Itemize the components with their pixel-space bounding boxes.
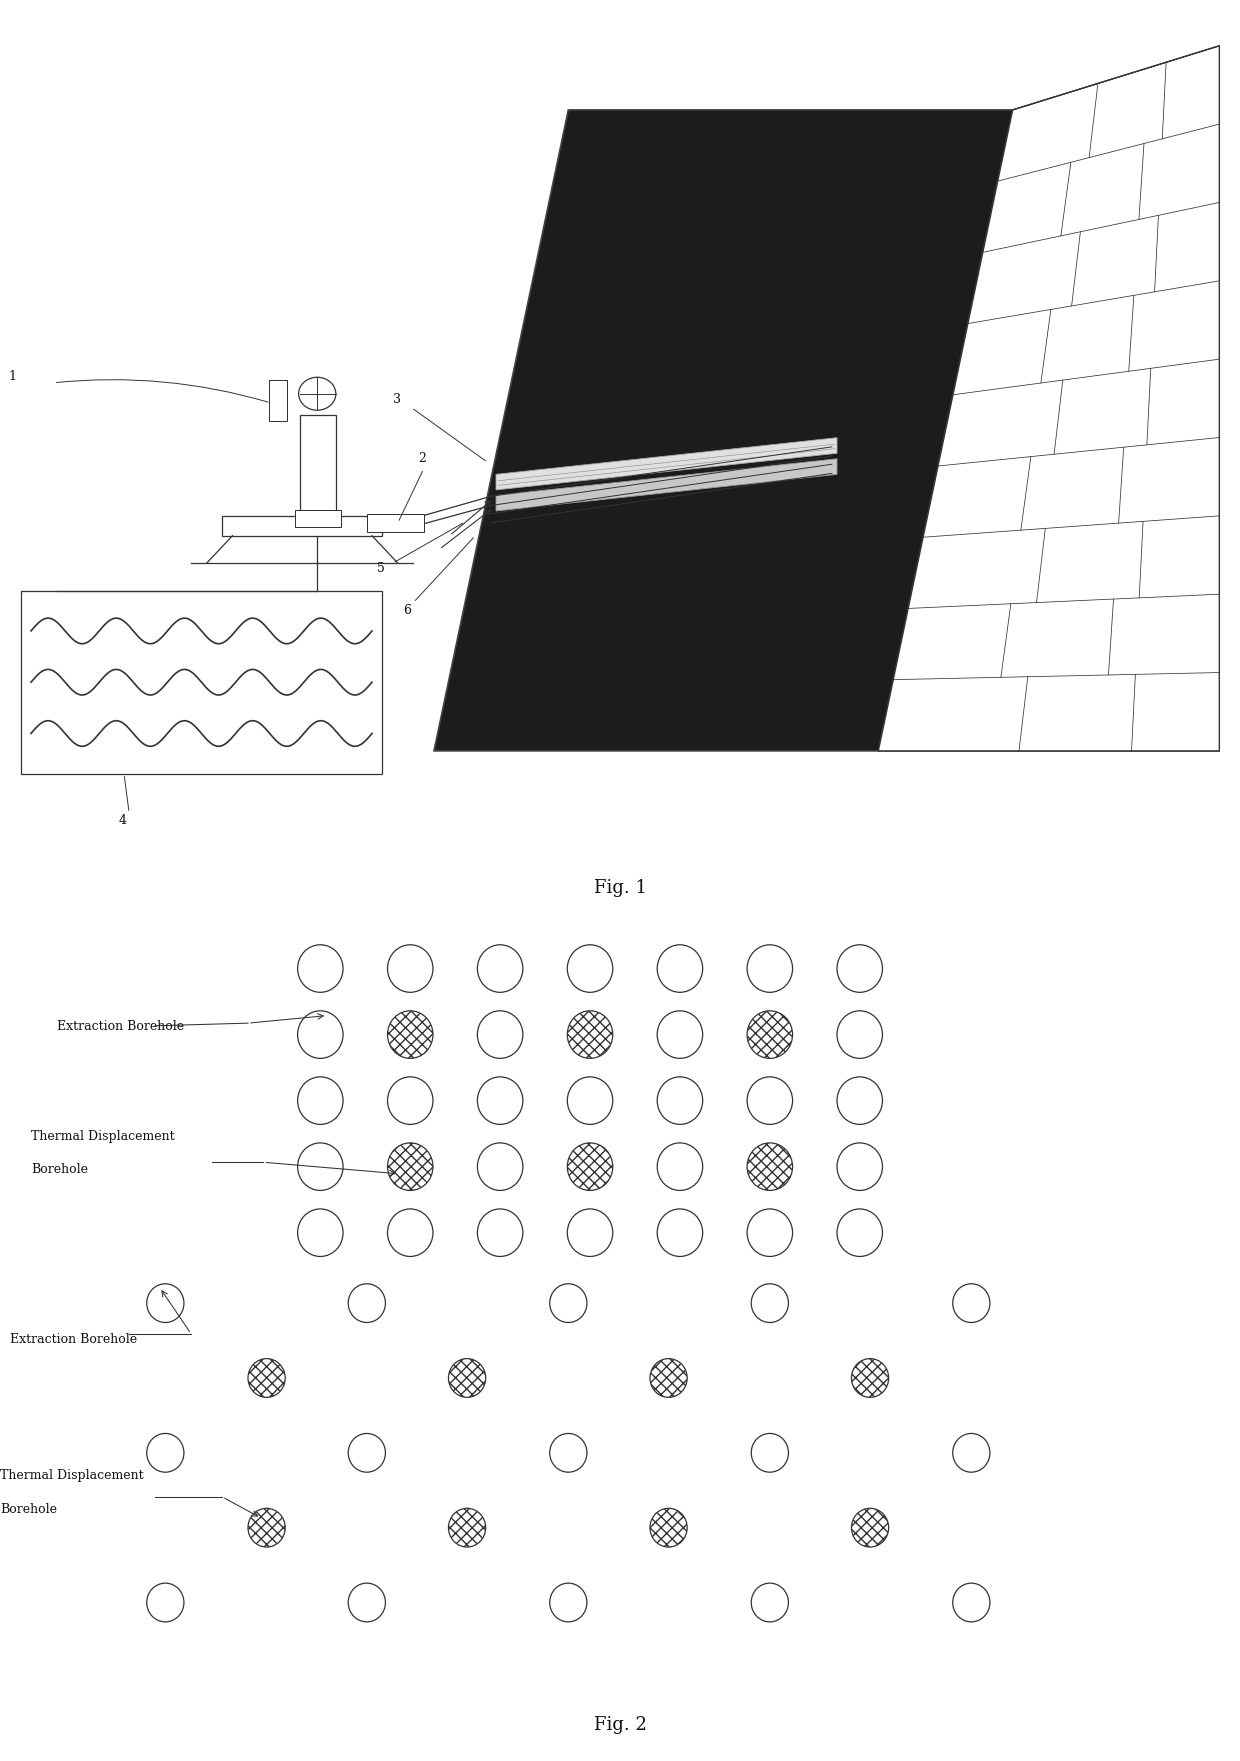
Polygon shape <box>496 460 837 511</box>
Ellipse shape <box>746 944 792 993</box>
FancyBboxPatch shape <box>300 416 336 516</box>
Ellipse shape <box>298 1011 343 1058</box>
Ellipse shape <box>837 1076 883 1124</box>
Ellipse shape <box>146 1583 184 1622</box>
Ellipse shape <box>746 1143 792 1190</box>
Ellipse shape <box>751 1583 789 1622</box>
Text: 6: 6 <box>403 604 410 616</box>
Ellipse shape <box>298 1143 343 1190</box>
Text: Extraction Borehole: Extraction Borehole <box>10 1333 138 1345</box>
Text: 1: 1 <box>9 370 16 384</box>
Ellipse shape <box>477 1208 523 1257</box>
Ellipse shape <box>952 1433 990 1472</box>
Ellipse shape <box>852 1507 889 1548</box>
Ellipse shape <box>746 1076 792 1124</box>
Ellipse shape <box>567 1208 613 1257</box>
Ellipse shape <box>348 1284 386 1323</box>
Ellipse shape <box>146 1433 184 1472</box>
Ellipse shape <box>657 1208 703 1257</box>
Ellipse shape <box>449 1359 486 1398</box>
Ellipse shape <box>657 1011 703 1058</box>
Ellipse shape <box>449 1507 486 1548</box>
Text: Borehole: Borehole <box>0 1502 57 1516</box>
Ellipse shape <box>387 1143 433 1190</box>
Ellipse shape <box>348 1433 386 1472</box>
Ellipse shape <box>650 1359 687 1398</box>
Ellipse shape <box>477 1076 523 1124</box>
Ellipse shape <box>567 1076 613 1124</box>
Ellipse shape <box>477 1011 523 1058</box>
Ellipse shape <box>657 1076 703 1124</box>
Text: 2: 2 <box>418 453 427 465</box>
Ellipse shape <box>657 944 703 993</box>
Text: 5: 5 <box>377 562 386 576</box>
Polygon shape <box>496 438 837 490</box>
Ellipse shape <box>298 1208 343 1257</box>
Polygon shape <box>878 46 1219 750</box>
Ellipse shape <box>549 1284 587 1323</box>
Polygon shape <box>434 109 1013 750</box>
Ellipse shape <box>387 1076 433 1124</box>
Ellipse shape <box>657 1143 703 1190</box>
Text: Extraction Borehole: Extraction Borehole <box>57 1020 184 1034</box>
Text: 4: 4 <box>119 814 126 828</box>
Ellipse shape <box>298 944 343 993</box>
Ellipse shape <box>387 1011 433 1058</box>
Ellipse shape <box>549 1583 587 1622</box>
Ellipse shape <box>387 1208 433 1257</box>
Ellipse shape <box>477 1143 523 1190</box>
Ellipse shape <box>477 944 523 993</box>
Ellipse shape <box>852 1359 889 1398</box>
Text: Fig. 1: Fig. 1 <box>594 879 646 896</box>
FancyBboxPatch shape <box>269 380 288 421</box>
Ellipse shape <box>746 1208 792 1257</box>
Ellipse shape <box>751 1433 789 1472</box>
Ellipse shape <box>837 1011 883 1058</box>
Ellipse shape <box>348 1583 386 1622</box>
Text: Fig. 2: Fig. 2 <box>594 1717 646 1735</box>
Ellipse shape <box>952 1583 990 1622</box>
Ellipse shape <box>567 1143 613 1190</box>
Ellipse shape <box>298 1076 343 1124</box>
Ellipse shape <box>650 1507 687 1548</box>
Text: Borehole: Borehole <box>31 1162 88 1176</box>
Ellipse shape <box>567 1011 613 1058</box>
Ellipse shape <box>248 1507 285 1548</box>
Text: Thermal Displacement: Thermal Displacement <box>31 1131 175 1143</box>
Ellipse shape <box>837 1208 883 1257</box>
Circle shape <box>299 377 336 410</box>
Ellipse shape <box>567 944 613 993</box>
Ellipse shape <box>549 1433 587 1472</box>
Ellipse shape <box>746 1011 792 1058</box>
Text: 3: 3 <box>393 393 401 407</box>
FancyBboxPatch shape <box>367 514 424 532</box>
Ellipse shape <box>952 1284 990 1323</box>
Ellipse shape <box>146 1284 184 1323</box>
Ellipse shape <box>248 1359 285 1398</box>
Text: Thermal Displacement: Thermal Displacement <box>0 1469 144 1483</box>
Ellipse shape <box>387 944 433 993</box>
FancyBboxPatch shape <box>222 516 382 535</box>
Ellipse shape <box>837 944 883 993</box>
FancyBboxPatch shape <box>21 590 382 773</box>
Ellipse shape <box>837 1143 883 1190</box>
FancyBboxPatch shape <box>295 511 341 527</box>
Ellipse shape <box>751 1284 789 1323</box>
